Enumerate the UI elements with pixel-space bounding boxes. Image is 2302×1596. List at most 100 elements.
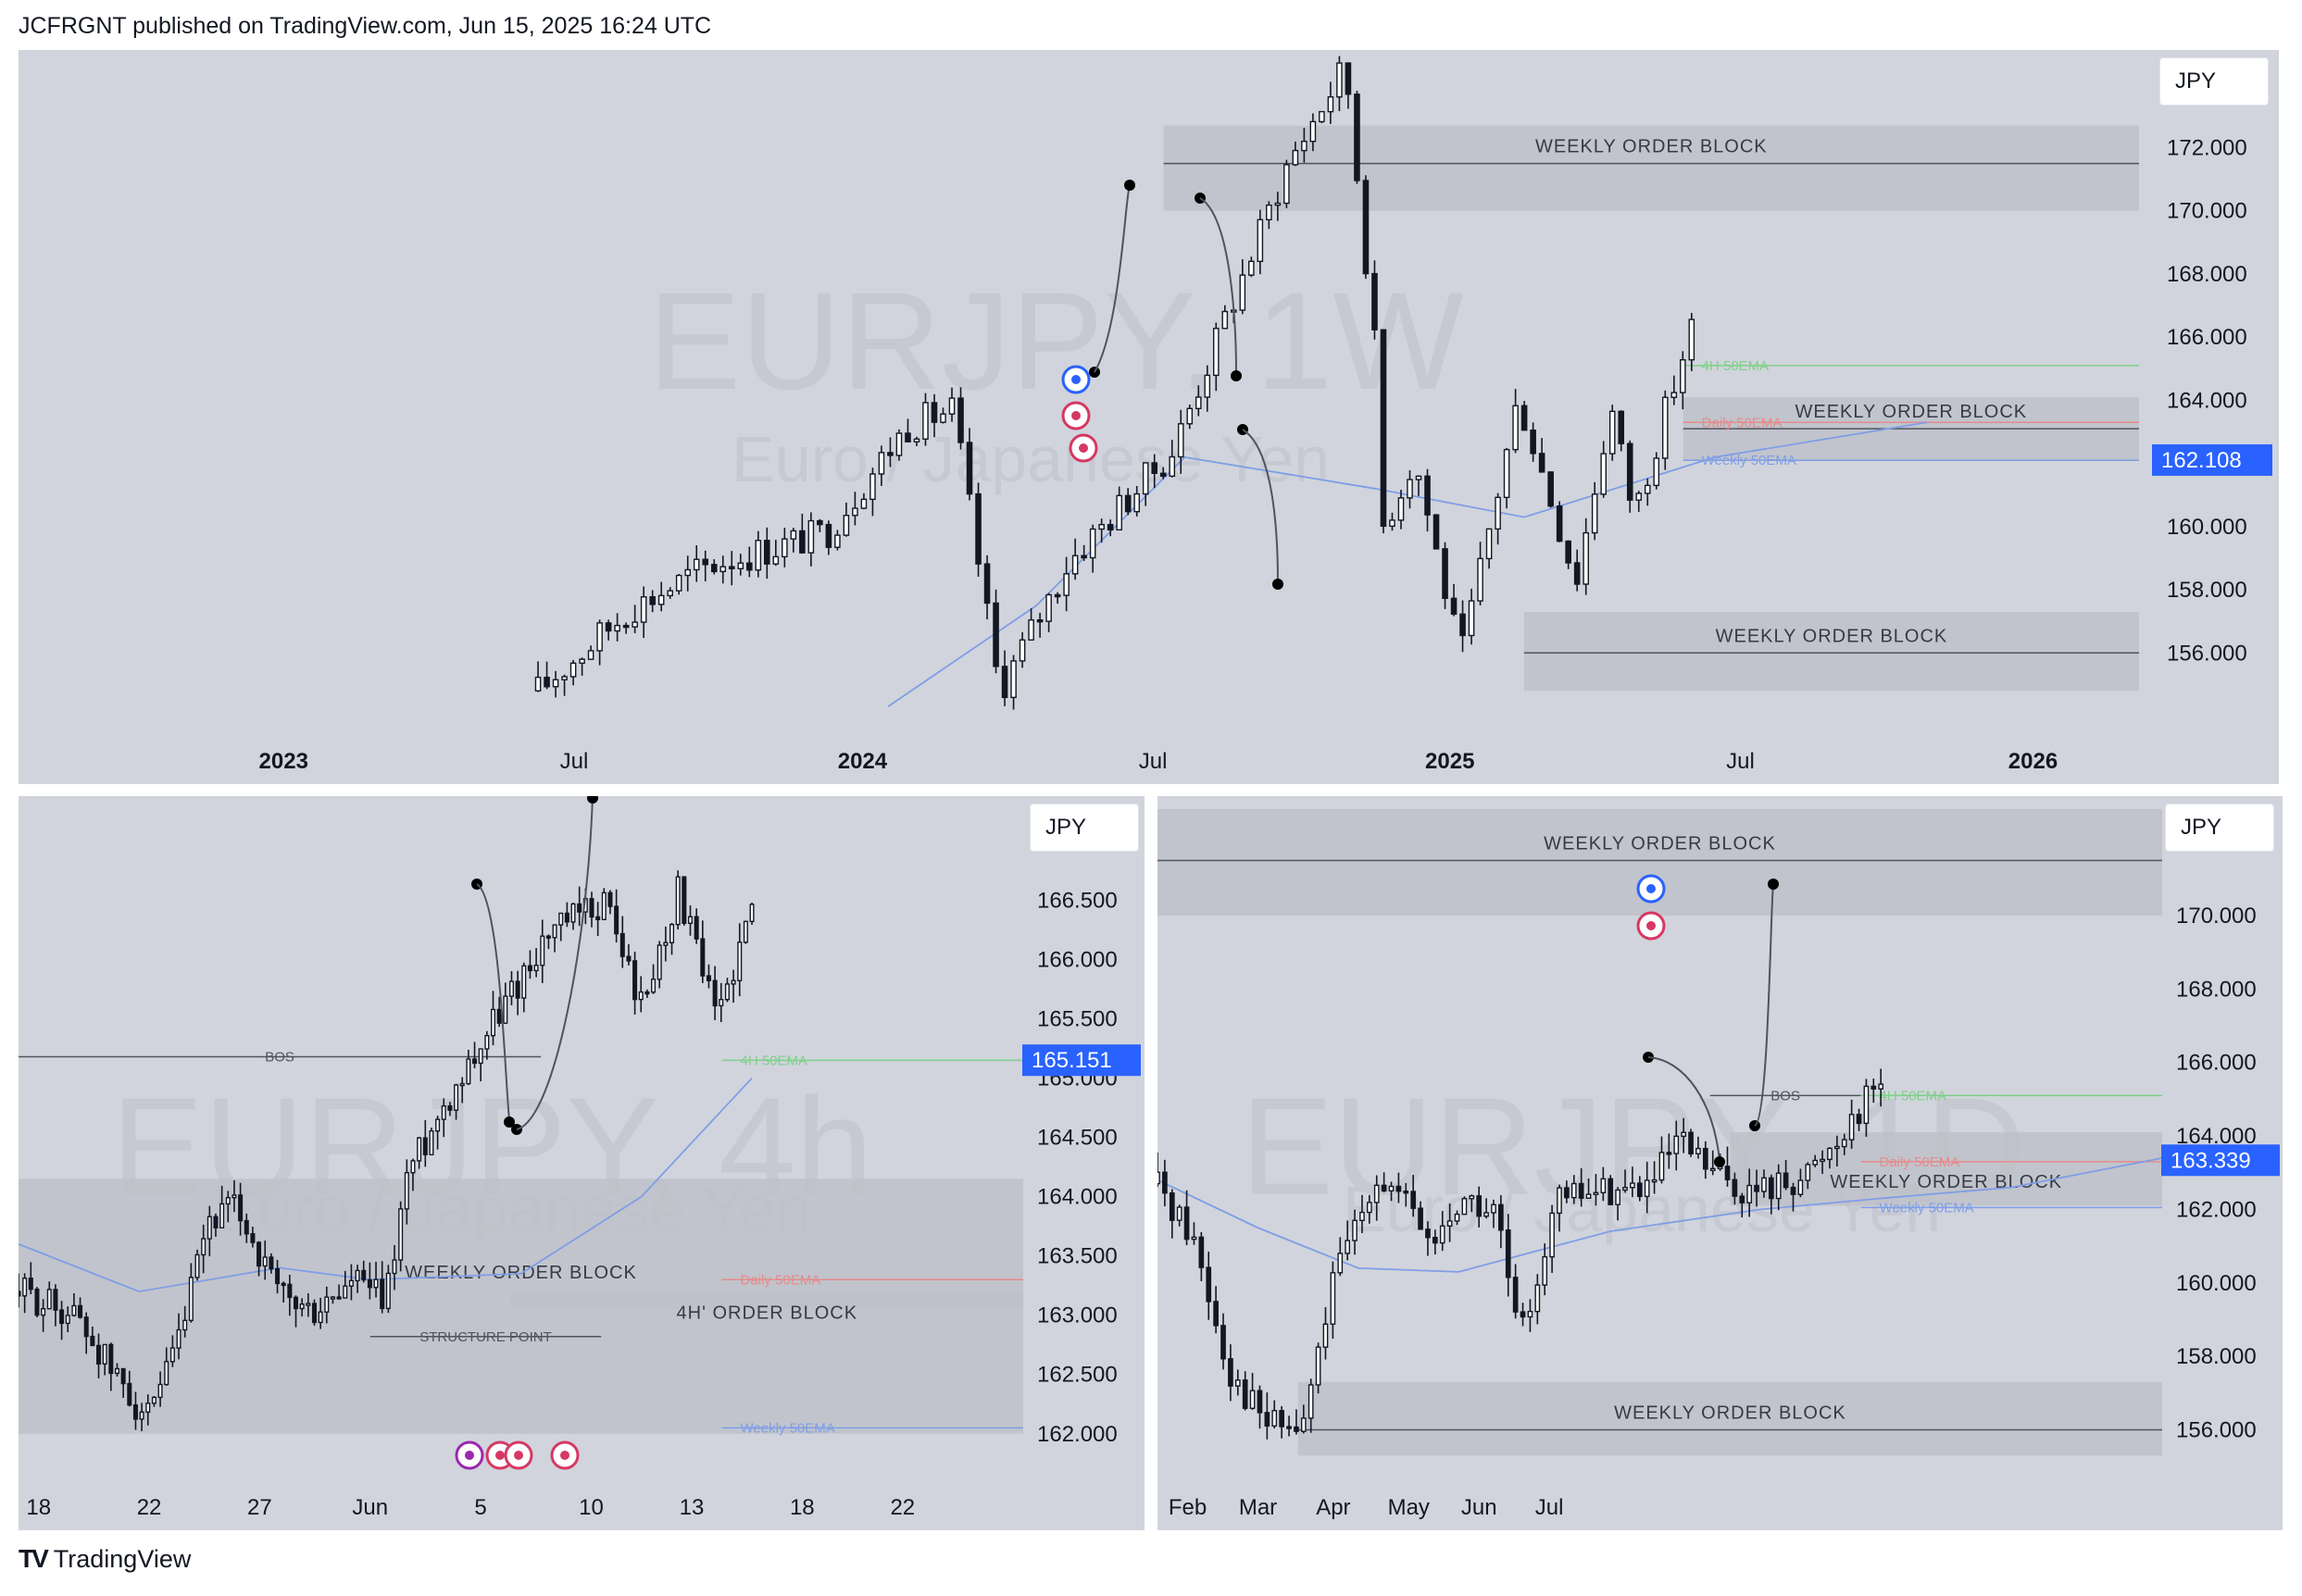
price-axis-label: 156.000 (2176, 1417, 2257, 1442)
candle-body (385, 1272, 391, 1310)
candle-body (410, 1160, 416, 1174)
candle-body (1622, 1187, 1628, 1191)
time-axis-label: 22 (137, 1495, 162, 1520)
candle-body (552, 679, 559, 688)
candle-body (1327, 96, 1334, 113)
candle-body (712, 979, 718, 1007)
candle-body (41, 1307, 46, 1316)
candle-body (1446, 1220, 1453, 1227)
chart-panel-daily[interactable]: EURJPY, 1D Euro / Japanese Yen WEEKLY ORDE… (1157, 796, 2283, 1530)
price-axis-label: 158.000 (2176, 1344, 2257, 1369)
candle-body (975, 493, 982, 565)
candle-body (1186, 407, 1194, 425)
projection-arrow-down-2-end (1272, 579, 1283, 590)
candle-body (825, 523, 832, 548)
candle-body (1336, 62, 1343, 98)
candle-body (1071, 555, 1079, 575)
price-axis-label: 172.000 (2167, 136, 2247, 161)
candle-body (1593, 1191, 1599, 1195)
candle-body (619, 932, 625, 957)
tradingview-logo-icon: TV (19, 1544, 49, 1573)
price-axis-label: 158.000 (2167, 578, 2247, 603)
candle-body (90, 1335, 95, 1347)
candle-body (1709, 1167, 1716, 1172)
candle-body (1322, 1323, 1329, 1348)
candle-body (1476, 1195, 1483, 1217)
chart-panel-weekly[interactable]: EURJPY, 1W Euro / Japanese Yen WEEKLY ORDE… (19, 50, 2279, 784)
candle-body (1352, 1219, 1357, 1241)
candle-body (380, 1278, 385, 1310)
time-axis-label: Jul (560, 749, 589, 774)
candle-body (287, 1283, 293, 1299)
ema-level-label: Weekly 50EMA (741, 1420, 835, 1436)
candle-body (132, 1403, 138, 1420)
candle-body (895, 432, 903, 456)
currency-label[interactable]: JPY (2159, 57, 2269, 106)
candle-body (1220, 1325, 1226, 1360)
candle-body (348, 1279, 354, 1287)
candle-body (589, 898, 594, 918)
currency-label[interactable]: JPY (2165, 804, 2274, 852)
candle-body (1661, 396, 1669, 459)
candle-body (1520, 405, 1528, 431)
candle-body (454, 1084, 459, 1111)
candle-body (737, 562, 744, 570)
candle-body (1098, 523, 1105, 530)
candle-body (817, 519, 823, 526)
projection-arrow-down (476, 883, 510, 1121)
candle-body (1176, 1206, 1182, 1221)
candle-body (182, 1319, 188, 1331)
candle-body (1557, 1187, 1562, 1215)
candle-body (1724, 1166, 1731, 1180)
candle-body (1626, 443, 1633, 501)
candle-body (657, 944, 662, 980)
candle-body (1658, 1152, 1665, 1181)
price-axis-label: 166.000 (2176, 1051, 2257, 1076)
candle-body (570, 903, 576, 923)
candle-body (544, 676, 550, 688)
candle-body (1585, 1193, 1592, 1199)
candle-body (667, 590, 673, 597)
candle-body (127, 1382, 132, 1406)
candle-body (1354, 94, 1360, 181)
candle-body (417, 1137, 422, 1162)
price-axis-label: 166.000 (1037, 947, 1118, 972)
candle-body (1556, 505, 1563, 542)
time-axis-label: 2025 (1425, 749, 1474, 774)
candle-body (1644, 484, 1651, 494)
ema-curve (887, 421, 1928, 708)
candle-body (176, 1328, 181, 1349)
current-price-tag (2152, 443, 2272, 476)
candle-body (1381, 1184, 1387, 1192)
price-axis-label: 164.500 (1037, 1126, 1118, 1151)
candle-body (1688, 1131, 1694, 1154)
time-axis-label: Jun (352, 1495, 388, 1520)
candle-body (1198, 1236, 1205, 1268)
candle-body (931, 402, 938, 423)
candle-body (46, 1289, 52, 1310)
candle-body (1373, 1184, 1380, 1203)
event-marker-dot (1646, 921, 1656, 930)
candle-body (1483, 1212, 1489, 1217)
candle-body (669, 923, 675, 943)
candle-body (675, 574, 682, 592)
publisher-caption: JCFRGNT published on TradingView.com, Ju… (19, 13, 712, 39)
projection-arrow-down (1647, 1056, 1720, 1161)
tradingview-footer[interactable]: TV TradingView (19, 1544, 191, 1574)
candle-body (545, 935, 551, 939)
candle-body (737, 941, 743, 981)
time-axis-label: Jul (1726, 749, 1755, 774)
candle-body (157, 1383, 163, 1399)
candle-body (1300, 1417, 1307, 1432)
event-marker-dot (495, 1451, 505, 1460)
candle-body (1257, 218, 1264, 263)
candle-body (632, 960, 638, 1001)
candle-body (887, 452, 894, 456)
time-axis-label: 5 (474, 1495, 486, 1520)
currency-label[interactable]: JPY (1030, 804, 1139, 852)
candle-body (1371, 272, 1378, 330)
